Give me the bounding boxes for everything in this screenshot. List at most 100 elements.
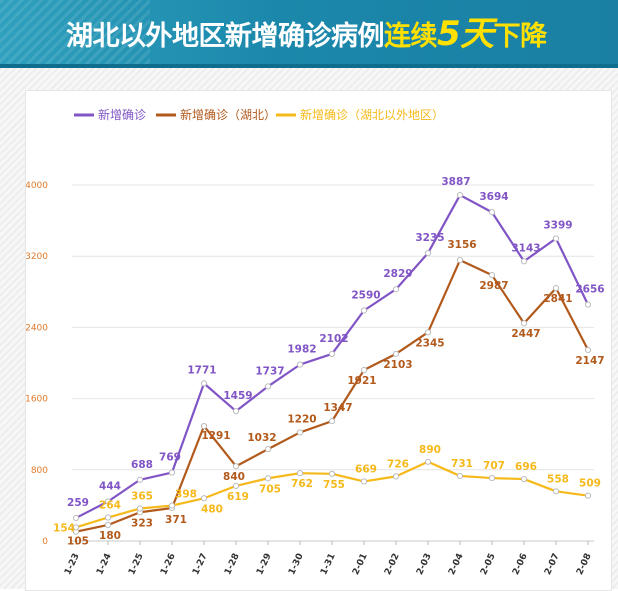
data-label: 731 bbox=[451, 458, 473, 470]
data-point bbox=[104, 521, 112, 529]
data-point bbox=[392, 286, 400, 293]
data-point bbox=[552, 235, 560, 242]
y-tick-label: 2400 bbox=[26, 323, 48, 333]
data-label: 2829 bbox=[383, 268, 412, 280]
data-label: 1982 bbox=[287, 344, 316, 356]
x-tick-label: 2-03 bbox=[415, 552, 434, 577]
data-point bbox=[72, 514, 80, 522]
data-label: 2345 bbox=[415, 337, 444, 349]
legend-entry: 新增确诊（湖北） bbox=[180, 107, 276, 122]
data-label: 1220 bbox=[287, 413, 316, 425]
data-point bbox=[104, 498, 112, 505]
data-point bbox=[104, 514, 112, 521]
y-tick-label: 800 bbox=[31, 466, 48, 476]
data-point bbox=[232, 482, 240, 490]
data-label: 707 bbox=[483, 460, 505, 472]
legend-entry: 新增确诊（湖北以外地区） bbox=[300, 107, 444, 122]
x-tick-label: 1-28 bbox=[223, 552, 242, 577]
y-tick-label: 3200 bbox=[26, 252, 48, 262]
data-label: 2102 bbox=[319, 333, 348, 345]
x-tick-label: 1-30 bbox=[287, 552, 306, 577]
data-label: 1921 bbox=[347, 375, 376, 387]
chart-frame: 0 800 1600 2400 3200 4000 1-23 1-24 1-25 1-26 1-27… bbox=[0, 68, 618, 591]
data-point bbox=[488, 209, 496, 216]
data-point bbox=[72, 524, 80, 531]
x-tick-label: 1-31 bbox=[319, 552, 338, 577]
x-tick-label: 2-01 bbox=[351, 552, 370, 577]
data-point bbox=[584, 492, 592, 499]
data-point bbox=[360, 478, 368, 485]
data-point bbox=[328, 470, 336, 477]
title-banner: 湖北以外地区新增确诊病例连续5天下降 bbox=[0, 0, 618, 68]
data-point bbox=[264, 446, 272, 453]
data-label: 688 bbox=[131, 459, 153, 471]
data-label: 3887 bbox=[441, 176, 470, 188]
legend-entry: 新增确诊 bbox=[98, 107, 146, 122]
x-tick-label: 1-29 bbox=[255, 552, 274, 577]
data-point bbox=[296, 361, 304, 368]
data-point bbox=[200, 380, 208, 387]
data-point bbox=[424, 458, 432, 465]
data-label: 323 bbox=[131, 517, 153, 529]
data-label: 840 bbox=[223, 471, 245, 483]
data-label: 1347 bbox=[323, 402, 352, 414]
x-tick-label: 2-08 bbox=[575, 552, 594, 577]
data-label: 2590 bbox=[351, 289, 380, 301]
x-tick-label: 1-26 bbox=[159, 552, 178, 577]
y-tick-label: 1600 bbox=[26, 395, 48, 405]
data-point bbox=[200, 423, 208, 430]
chart-panel: 0 800 1600 2400 3200 4000 1-23 1-24 1-25 1-26 1-27… bbox=[25, 90, 612, 591]
data-point bbox=[456, 257, 464, 264]
data-point bbox=[296, 470, 304, 477]
x-tick-label: 2-06 bbox=[511, 552, 530, 577]
data-label: 1459 bbox=[223, 390, 252, 402]
data-point bbox=[520, 320, 528, 327]
data-label: 509 bbox=[579, 478, 601, 490]
data-label: 3399 bbox=[543, 219, 572, 231]
data-point bbox=[456, 191, 464, 199]
data-label: 3143 bbox=[511, 242, 540, 254]
data-label: 558 bbox=[547, 473, 569, 485]
data-label: 705 bbox=[259, 483, 281, 495]
data-point bbox=[296, 429, 304, 436]
data-label: 1032 bbox=[247, 432, 276, 444]
data-label: 2147 bbox=[575, 355, 604, 367]
data-label: 2656 bbox=[575, 284, 604, 296]
data-label: 365 bbox=[131, 491, 153, 503]
data-point bbox=[168, 502, 176, 509]
data-point bbox=[424, 329, 432, 336]
line-chart: 0 800 1600 2400 3200 4000 1-23 1-24 1-25 1-26 1-27… bbox=[26, 107, 605, 577]
data-point bbox=[488, 272, 496, 279]
data-point bbox=[424, 249, 432, 257]
x-tick-label: 1-24 bbox=[95, 552, 114, 577]
x-tick-label: 2-02 bbox=[383, 552, 402, 577]
data-label: 180 bbox=[99, 530, 121, 542]
data-point bbox=[552, 285, 560, 292]
page-title: 湖北以外地区新增确诊病例连续5天下降 bbox=[66, 12, 547, 56]
data-label: 755 bbox=[323, 479, 345, 491]
data-label: 3235 bbox=[415, 232, 444, 244]
data-label: 2103 bbox=[383, 359, 412, 371]
banner-bottom-rule bbox=[0, 64, 618, 68]
title-text-decline: 下降 bbox=[493, 21, 548, 52]
data-point bbox=[520, 258, 528, 265]
data-label: 2987 bbox=[479, 280, 508, 292]
x-tick-label: 2-07 bbox=[543, 552, 562, 577]
data-point bbox=[232, 408, 240, 415]
data-point bbox=[584, 301, 592, 308]
data-label: 264 bbox=[99, 500, 121, 512]
data-label: 259 bbox=[67, 497, 89, 509]
x-tick-label: 2-04 bbox=[447, 552, 466, 577]
data-point bbox=[136, 476, 144, 483]
data-label: 1771 bbox=[187, 364, 216, 376]
data-point bbox=[136, 505, 144, 512]
data-label: 154 bbox=[53, 522, 75, 534]
data-label: 444 bbox=[99, 480, 121, 492]
data-point bbox=[232, 463, 240, 470]
data-label: 890 bbox=[419, 444, 441, 456]
data-label: 769 bbox=[159, 452, 181, 464]
data-point bbox=[264, 383, 272, 390]
data-point bbox=[328, 350, 336, 358]
data-label: 371 bbox=[165, 514, 187, 526]
x-tick-label: 1-23 bbox=[63, 552, 82, 577]
